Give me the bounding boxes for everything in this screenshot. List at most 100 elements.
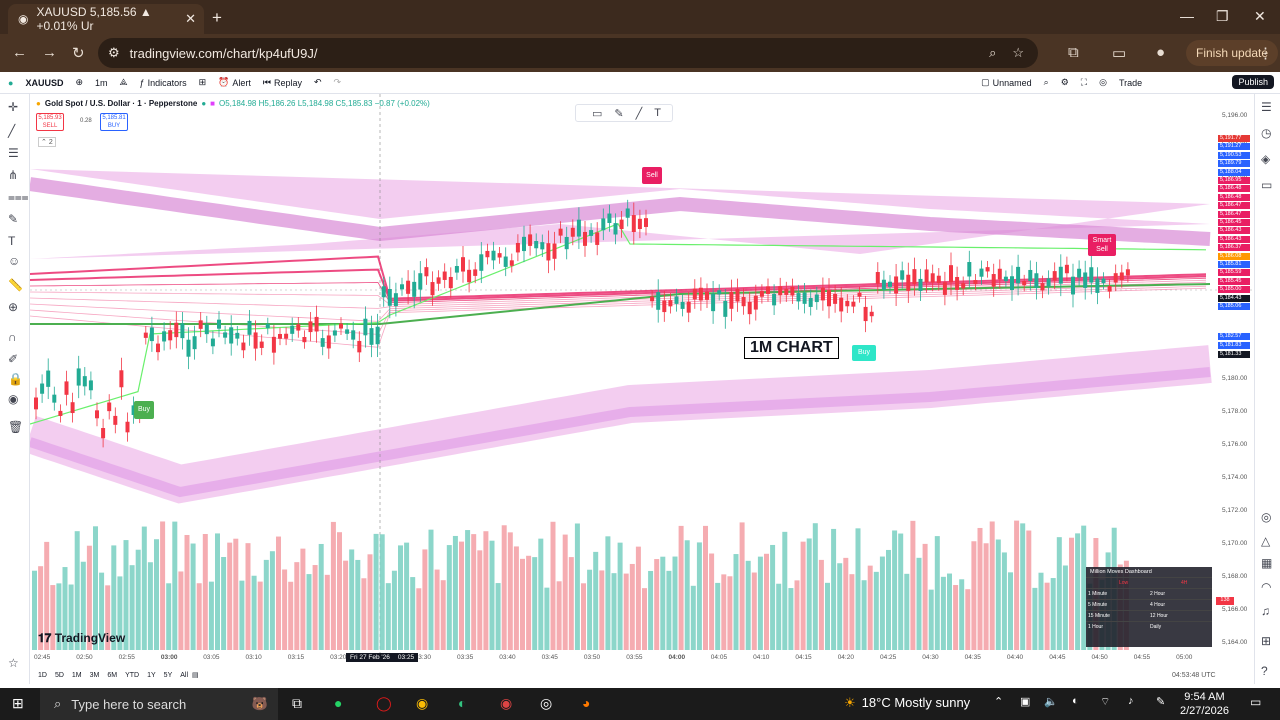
reload-icon[interactable]: ↻ bbox=[72, 45, 85, 62]
price-chart[interactable] bbox=[30, 94, 1254, 668]
text-tool-icon[interactable]: T bbox=[654, 107, 661, 119]
snapshot-icon[interactable]: ◎ bbox=[1099, 77, 1107, 87]
chrome-icon[interactable]: ◉ bbox=[416, 695, 429, 711]
pitchfork-icon[interactable]: ⋔ bbox=[8, 168, 19, 182]
timeframe-button[interactable]: 1M bbox=[71, 672, 82, 679]
tv-logo-icon[interactable]: ● bbox=[8, 77, 14, 88]
indicator-collapse[interactable]: ⌃ 2 bbox=[38, 137, 56, 147]
browser-tab[interactable]: ◉ XAUUSD 5,185.56 ▲ +0.01% Ur ✕ bbox=[8, 4, 204, 34]
add-symbol-icon[interactable]: ⊕ bbox=[75, 77, 83, 87]
site-settings-icon[interactable]: ⚙ bbox=[108, 45, 120, 60]
task-view-icon[interactable]: ⧉ bbox=[292, 695, 302, 711]
tray-chevron-icon[interactable]: ⌃ bbox=[994, 696, 1004, 708]
redo-icon[interactable]: ↷ bbox=[333, 77, 342, 87]
speaker-icon[interactable]: ♪ bbox=[1128, 695, 1134, 707]
bookmark-star-icon[interactable]: ☆ bbox=[1012, 45, 1024, 60]
profile-icon[interactable]: ● bbox=[1156, 44, 1166, 61]
date-range-icon[interactable]: ▤ bbox=[192, 672, 199, 679]
chrome-active-icon[interactable]: ◉ bbox=[500, 695, 513, 711]
zoom-in-icon[interactable]: ⊕ bbox=[8, 300, 19, 314]
timeframe-button[interactable]: 6M bbox=[107, 672, 118, 679]
bell-icon[interactable]: ♫ bbox=[1261, 604, 1270, 618]
forward-icon[interactable]: → bbox=[42, 44, 57, 61]
settings-icon[interactable]: ⚙ bbox=[1060, 77, 1069, 87]
close-tab-icon[interactable]: ✕ bbox=[185, 11, 196, 26]
menu-icon[interactable]: ⋮ bbox=[1258, 45, 1273, 62]
brush-icon[interactable]: ✎ bbox=[8, 212, 19, 226]
trash-icon[interactable]: 🗑 bbox=[8, 420, 24, 434]
new-tab-icon[interactable]: + bbox=[212, 8, 222, 27]
eye-icon[interactable]: ◉ bbox=[8, 392, 19, 406]
target-icon[interactable]: ◎ bbox=[1261, 510, 1272, 524]
finish-update-button[interactable]: Finish update bbox=[1186, 40, 1279, 66]
obs-icon[interactable]: ◎ bbox=[540, 695, 553, 711]
chart-type-icon[interactable]: ⟁ bbox=[119, 77, 128, 87]
timeframe-button[interactable]: 1Y bbox=[147, 672, 156, 679]
indicators-button[interactable]: ƒ Indicators bbox=[140, 78, 187, 88]
text-icon[interactable]: T bbox=[8, 234, 16, 248]
magnet-icon[interactable]: ∩ bbox=[8, 330, 17, 344]
line-icon[interactable]: ╱ bbox=[635, 107, 643, 120]
trendline-icon[interactable]: ╱ bbox=[8, 124, 16, 138]
calendar-icon[interactable]: ▦ bbox=[1261, 556, 1273, 570]
symbol-search[interactable]: XAUUSD bbox=[25, 77, 64, 88]
fullscreen-icon[interactable]: ⛶ bbox=[1080, 77, 1088, 87]
grid-icon[interactable]: ⊞ bbox=[1261, 634, 1272, 648]
help-icon[interactable]: ? bbox=[1261, 664, 1268, 678]
templates-icon[interactable]: ⊞ bbox=[198, 77, 207, 87]
back-icon[interactable]: ← bbox=[12, 44, 27, 61]
buy-price-box[interactable]: 5,185.81 BUY bbox=[100, 113, 128, 131]
maximize-icon[interactable]: ❐ bbox=[1216, 8, 1229, 24]
layers-icon[interactable]: ◈ bbox=[1261, 152, 1271, 166]
pen-icon[interactable]: ✎ bbox=[614, 107, 624, 120]
ruler-icon[interactable]: 📏 bbox=[8, 278, 23, 292]
horizontal-lines-icon[interactable]: ☰ bbox=[8, 146, 19, 160]
broadcast-icon[interactable]: ◠ bbox=[1261, 580, 1272, 594]
minimize-icon[interactable]: — bbox=[1180, 8, 1194, 24]
alerts-clock-icon[interactable]: ◷ bbox=[1261, 126, 1272, 140]
rectangle-icon[interactable]: ▭ bbox=[592, 107, 603, 120]
opera-icon[interactable]: ◯ bbox=[376, 695, 392, 711]
timeframe-button[interactable]: 5Y bbox=[163, 672, 173, 679]
interval-button[interactable]: 1m bbox=[95, 77, 108, 88]
chat-icon[interactable]: ▭ bbox=[1261, 178, 1273, 192]
taskbar-clock[interactable]: 9:54 AM 2/27/2026 bbox=[1180, 690, 1229, 718]
lock-icon[interactable]: 🔒 bbox=[8, 372, 23, 386]
layout-button[interactable]: ▢ Unnamed bbox=[981, 77, 1032, 88]
eraser-icon[interactable]: ✐ bbox=[8, 352, 19, 366]
close-window-icon[interactable]: ✕ bbox=[1254, 8, 1266, 24]
timeframe-button[interactable]: YTD bbox=[125, 672, 140, 679]
notifications-icon[interactable]: ▭ bbox=[1250, 695, 1262, 709]
watchlist-icon[interactable]: ☰ bbox=[1261, 100, 1272, 114]
timeframe-button[interactable]: 5D bbox=[54, 672, 64, 679]
taskbar-search[interactable]: ⌕ Type here to search 🐻 bbox=[40, 688, 278, 720]
weather-widget[interactable]: ☀ 18°C Mostly sunny bbox=[844, 695, 970, 711]
timeframe-button[interactable]: 1D bbox=[38, 672, 47, 679]
url-field[interactable]: ⚙ tradingview.com/chart/kp4ufU9J/ ⌕ ☆ bbox=[98, 38, 1038, 68]
pen-tray-icon[interactable]: ✎ bbox=[1156, 696, 1166, 708]
wifi-icon[interactable]: ⌔ bbox=[1100, 696, 1111, 708]
extensions-icon[interactable]: ⧉ bbox=[1068, 44, 1079, 61]
alert-button[interactable]: ⏰ Alert bbox=[218, 77, 251, 88]
triangle-icon[interactable]: △ bbox=[1261, 534, 1271, 548]
firefox-icon[interactable]: ◕ bbox=[582, 695, 591, 711]
fib-icon[interactable]: ⩶ bbox=[8, 190, 29, 204]
zoom-icon[interactable]: ⌕ bbox=[989, 45, 997, 60]
publish-button[interactable]: Publish bbox=[1232, 75, 1274, 89]
emoji-icon[interactable]: ☺ bbox=[8, 254, 21, 268]
undo-icon[interactable]: ↶ bbox=[314, 77, 322, 87]
timeframe-button[interactable]: All bbox=[180, 672, 189, 679]
edge-tray-icon[interactable]: ◐ bbox=[1072, 695, 1079, 707]
whatsapp-icon[interactable]: ● bbox=[334, 695, 343, 711]
cast-icon[interactable]: ▭ bbox=[1112, 45, 1127, 62]
favorites-icon[interactable]: ☆ bbox=[8, 656, 19, 670]
trade-button[interactable]: Trade bbox=[1118, 77, 1143, 88]
volume-icon[interactable]: 🔈 bbox=[1044, 696, 1058, 708]
crosshair-icon[interactable]: ✛ bbox=[8, 100, 19, 114]
sell-price-box[interactable]: 5,185.93 SELL bbox=[36, 113, 64, 131]
timeframe-button[interactable]: 3M bbox=[89, 672, 100, 679]
tray-app-icon[interactable]: ▣ bbox=[1020, 696, 1031, 708]
quick-search-icon[interactable]: ⌕ bbox=[1043, 77, 1049, 87]
replay-button[interactable]: ⏮ Replay bbox=[263, 77, 302, 88]
edge-icon[interactable]: ◐ bbox=[458, 695, 467, 711]
